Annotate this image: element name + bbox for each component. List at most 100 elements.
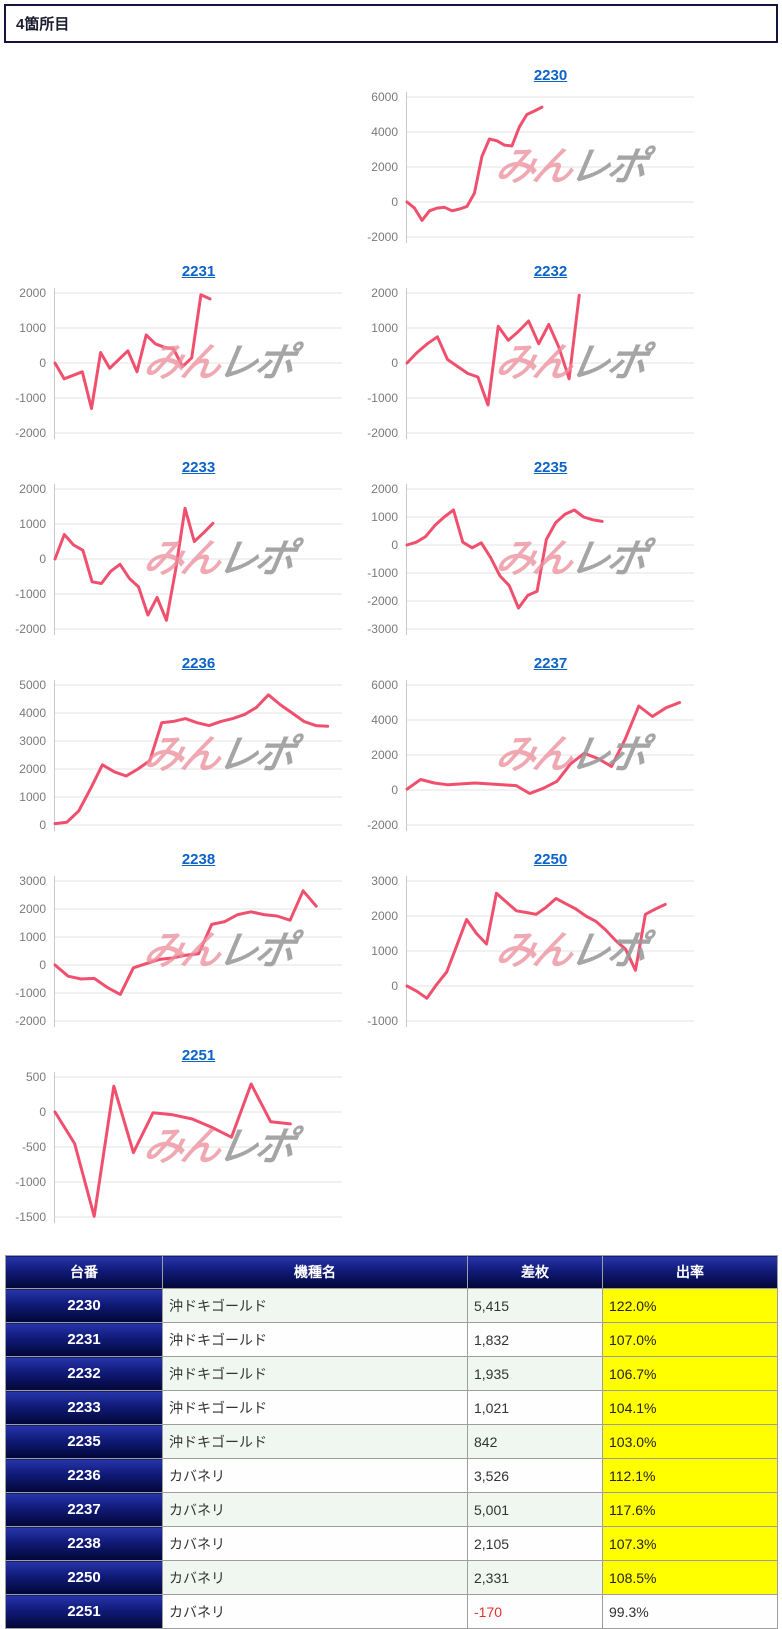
chart-2230: 2230 6000 4000 2000 0 -2000 みんレポ xyxy=(360,67,695,249)
y-tick-label: 1000 xyxy=(371,510,398,524)
chart-2250: 2250 3000 2000 1000 0 -1000 みんレポ xyxy=(360,851,695,1033)
chart-plot-2231: 2000 1000 0 -1000 -2000 xyxy=(15,286,342,440)
rate-cell: 117.6% xyxy=(602,1492,778,1527)
chart-link-2238[interactable]: 2238 xyxy=(181,851,216,868)
y-tick-label: 0 xyxy=(39,1105,46,1119)
chart-plot-2236: 5000 4000 3000 2000 1000 0 xyxy=(19,678,342,832)
col-header-3: 出率 xyxy=(602,1255,778,1289)
rate-cell: 103.0% xyxy=(602,1424,778,1459)
y-tick-label: -2000 xyxy=(15,1014,46,1028)
y-tick-label: 1000 xyxy=(19,517,46,531)
series-line xyxy=(405,105,544,222)
unit-cell: 2250 xyxy=(5,1560,163,1595)
unit-cell: 2235 xyxy=(5,1424,163,1459)
chart-title-2237: 2237 xyxy=(360,655,695,675)
unit-cell: 2231 xyxy=(5,1322,163,1357)
chart-2237: 2237 6000 4000 2000 0 -2000 みんレポ xyxy=(360,655,695,837)
diff-cell: 2,105 xyxy=(467,1526,603,1561)
chart-title-2231: 2231 xyxy=(8,263,343,283)
model-cell: カバネリ xyxy=(162,1526,468,1561)
y-tick-label: 4000 xyxy=(19,706,46,720)
chart-plot-2251: 500 0 -500 -1000 -1500 xyxy=(15,1070,342,1224)
y-tick-label: 1000 xyxy=(19,930,46,944)
table-header-row: 台番 機種名 差枚 出率 xyxy=(5,1255,778,1289)
unit-cell: 2251 xyxy=(5,1594,163,1629)
chart-title-2232: 2232 xyxy=(360,263,695,283)
chart-plot-2233: 2000 1000 0 -1000 -2000 xyxy=(15,482,342,636)
y-tick-label: 6000 xyxy=(371,90,398,104)
y-tick-label: 0 xyxy=(391,356,398,370)
table-row: 2233 沖ドキゴールド 1,021 104.1% xyxy=(5,1390,778,1425)
chart-title-2251: 2251 xyxy=(8,1047,343,1067)
y-tick-label: -1000 xyxy=(367,1014,398,1028)
chart-link-2251[interactable]: 2251 xyxy=(181,1047,216,1064)
table-row: 2232 沖ドキゴールド 1,935 106.7% xyxy=(5,1356,778,1391)
page-title: 4箇所目 xyxy=(16,16,70,33)
model-cell: 沖ドキゴールド xyxy=(162,1424,468,1459)
series-line xyxy=(53,693,330,826)
chart-plot-2237: 6000 4000 2000 0 -2000 xyxy=(367,678,694,832)
y-tick-label: -1000 xyxy=(15,986,46,1000)
table-row: 2237 カバネリ 5,001 117.6% xyxy=(5,1492,778,1527)
series-line xyxy=(405,891,667,1000)
series-line xyxy=(53,1082,292,1218)
rate-cell: 112.1% xyxy=(602,1458,778,1493)
y-tick-label: -1000 xyxy=(15,391,46,405)
table-row: 2230 沖ドキゴールド 5,415 122.0% xyxy=(5,1288,778,1323)
table-row: 2236 カバネリ 3,526 112.1% xyxy=(5,1458,778,1493)
chart-2251: 2251 500 0 -500 -1000 -1500 みんレポ xyxy=(8,1047,343,1229)
chart-link-2230[interactable]: 2230 xyxy=(533,67,568,84)
chart-title-2233: 2233 xyxy=(8,459,343,479)
y-tick-label: 2000 xyxy=(19,902,46,916)
y-tick-label: 2000 xyxy=(19,762,46,776)
chart-2235: 2235 2000 1000 0 -1000 -2000 -3000 みんレポ xyxy=(360,459,695,641)
table-row: 2235 沖ドキゴールド 842 103.0% xyxy=(5,1424,778,1459)
chart-link-2236[interactable]: 2236 xyxy=(181,655,216,672)
model-cell: 沖ドキゴールド xyxy=(162,1322,468,1357)
chart-plot-2250: 3000 2000 1000 0 -1000 xyxy=(367,874,694,1028)
chart-2236: 2236 5000 4000 3000 2000 1000 0 みんレポ xyxy=(8,655,343,837)
y-tick-label: 1000 xyxy=(371,944,398,958)
y-tick-label: 6000 xyxy=(371,678,398,692)
y-tick-label: 1000 xyxy=(19,790,46,804)
chart-plot-2238: 3000 2000 1000 0 -1000 -2000 xyxy=(15,874,342,1028)
model-cell: カバネリ xyxy=(162,1458,468,1493)
y-tick-label: 2000 xyxy=(371,482,398,496)
diff-cell: 1,935 xyxy=(467,1356,603,1391)
col-header-2: 差枚 xyxy=(467,1255,603,1289)
rate-cell: 107.0% xyxy=(602,1322,778,1357)
y-tick-label: -2000 xyxy=(15,622,46,636)
chart-link-2250[interactable]: 2250 xyxy=(533,851,568,868)
y-tick-label: 0 xyxy=(391,195,398,209)
y-tick-label: -500 xyxy=(22,1140,46,1154)
chart-link-2235[interactable]: 2235 xyxy=(533,459,568,476)
chart-link-2237[interactable]: 2237 xyxy=(533,655,568,672)
chart-plot-2230: 6000 4000 2000 0 -2000 xyxy=(367,90,694,244)
chart-title-2238: 2238 xyxy=(8,851,343,871)
rate-cell: 108.5% xyxy=(602,1560,778,1595)
y-tick-label: -1000 xyxy=(15,587,46,601)
chart-link-2231[interactable]: 2231 xyxy=(181,263,216,280)
table-row: 2238 カバネリ 2,105 107.3% xyxy=(5,1526,778,1561)
y-tick-label: 1000 xyxy=(19,321,46,335)
diff-cell: 842 xyxy=(467,1424,603,1459)
y-tick-label: 3000 xyxy=(371,874,398,888)
table-row: 2250 カバネリ 2,331 108.5% xyxy=(5,1560,778,1595)
y-tick-label: -1000 xyxy=(367,566,398,580)
diff-cell: 5,001 xyxy=(467,1492,603,1527)
chart-title-2250: 2250 xyxy=(360,851,695,871)
y-tick-label: 0 xyxy=(391,979,398,993)
chart-link-2233[interactable]: 2233 xyxy=(181,459,216,476)
model-cell: 沖ドキゴールド xyxy=(162,1288,468,1323)
col-header-0: 台番 xyxy=(5,1255,163,1289)
y-tick-label: 500 xyxy=(26,1070,46,1084)
y-tick-label: -1000 xyxy=(15,1175,46,1189)
y-tick-label: -2000 xyxy=(15,426,46,440)
unit-cell: 2238 xyxy=(5,1526,163,1561)
chart-2231: 2231 2000 1000 0 -1000 -2000 みんレポ xyxy=(8,263,343,445)
diff-cell: -170 xyxy=(467,1594,603,1629)
y-tick-label: -3000 xyxy=(367,622,398,636)
chart-link-2232[interactable]: 2232 xyxy=(533,263,568,280)
y-tick-label: 0 xyxy=(39,552,46,566)
diff-cell: 5,415 xyxy=(467,1288,603,1323)
